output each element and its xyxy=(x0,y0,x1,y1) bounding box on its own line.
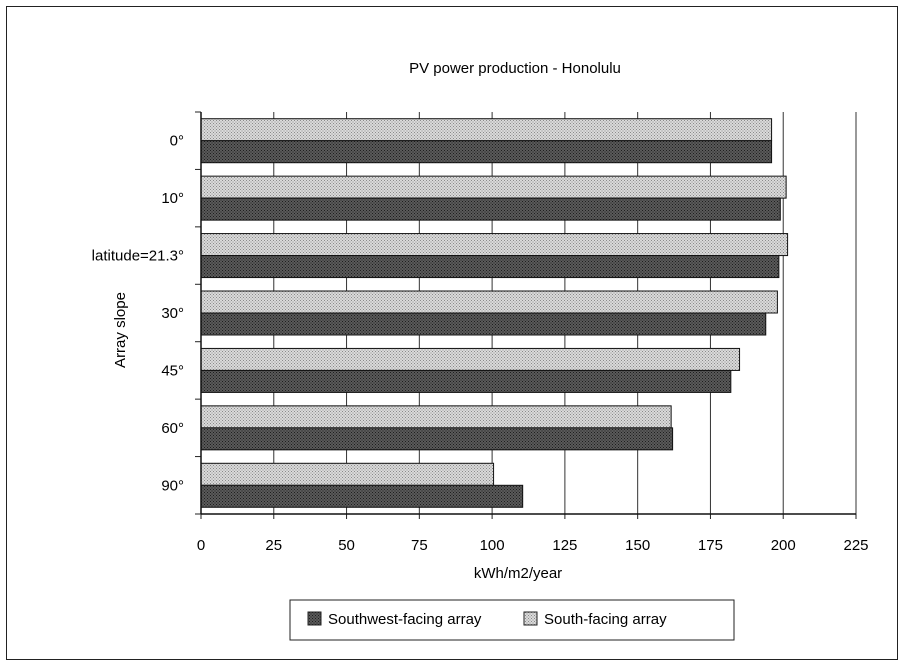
bar-south-facing xyxy=(200,175,787,199)
bar-southwest-facing xyxy=(200,369,732,393)
x-tick-label: 50 xyxy=(338,537,355,554)
x-tick-label: 100 xyxy=(480,537,505,554)
y-tick-label: 60° xyxy=(161,420,184,437)
y-tick-label: 45° xyxy=(161,362,184,379)
x-tick-label: 175 xyxy=(698,537,723,554)
x-tick-label: 225 xyxy=(843,537,868,554)
y-axis-label: Array slope xyxy=(112,292,129,368)
y-tick-label: 10° xyxy=(161,190,184,207)
x-tick-label: 125 xyxy=(552,537,577,554)
legend-box xyxy=(289,599,735,641)
legend-swatch-south xyxy=(523,611,538,626)
legend-label-south: South-facing array xyxy=(544,611,667,628)
bar-south-facing xyxy=(200,347,741,371)
axes xyxy=(195,111,857,519)
bar-south-facing xyxy=(200,290,778,314)
x-tick-label: 0 xyxy=(197,537,205,554)
bar-southwest-facing xyxy=(200,255,780,279)
bar-south-facing xyxy=(200,233,789,257)
legend: Southwest-facing array South-facing arra… xyxy=(289,599,735,641)
y-tick-label: 30° xyxy=(161,305,184,322)
legend-swatch-southwest xyxy=(307,611,322,626)
x-tick-label: 150 xyxy=(625,537,650,554)
bar-south-facing xyxy=(200,118,773,142)
chart-frame xyxy=(6,6,898,660)
bar-southwest-facing xyxy=(200,427,674,451)
bar-southwest-facing xyxy=(200,484,524,508)
x-tick-label: 25 xyxy=(265,537,282,554)
y-tick-label: latitude=21.3° xyxy=(92,248,184,265)
x-tick-label: 75 xyxy=(411,537,428,554)
bar-southwest-facing xyxy=(200,197,781,221)
tick-labels: 0 25 50 75 100 125 150 175 200 225 0° 10° latitude=2… xyxy=(92,133,869,554)
bar-south-facing xyxy=(200,462,495,486)
chart-title: PV power production - Honolulu xyxy=(409,60,621,77)
x-axis-label: kWh/m2/year xyxy=(474,565,562,582)
x-tick-label: 200 xyxy=(771,537,796,554)
bar-south-facing xyxy=(200,405,672,429)
legend-label-southwest: Southwest-facing array xyxy=(328,611,482,628)
bar-southwest-facing xyxy=(200,312,767,336)
bars xyxy=(200,118,789,508)
y-tick-label: 90° xyxy=(161,477,184,494)
bar-southwest-facing xyxy=(200,140,773,164)
y-tick-label: 0° xyxy=(170,133,184,150)
